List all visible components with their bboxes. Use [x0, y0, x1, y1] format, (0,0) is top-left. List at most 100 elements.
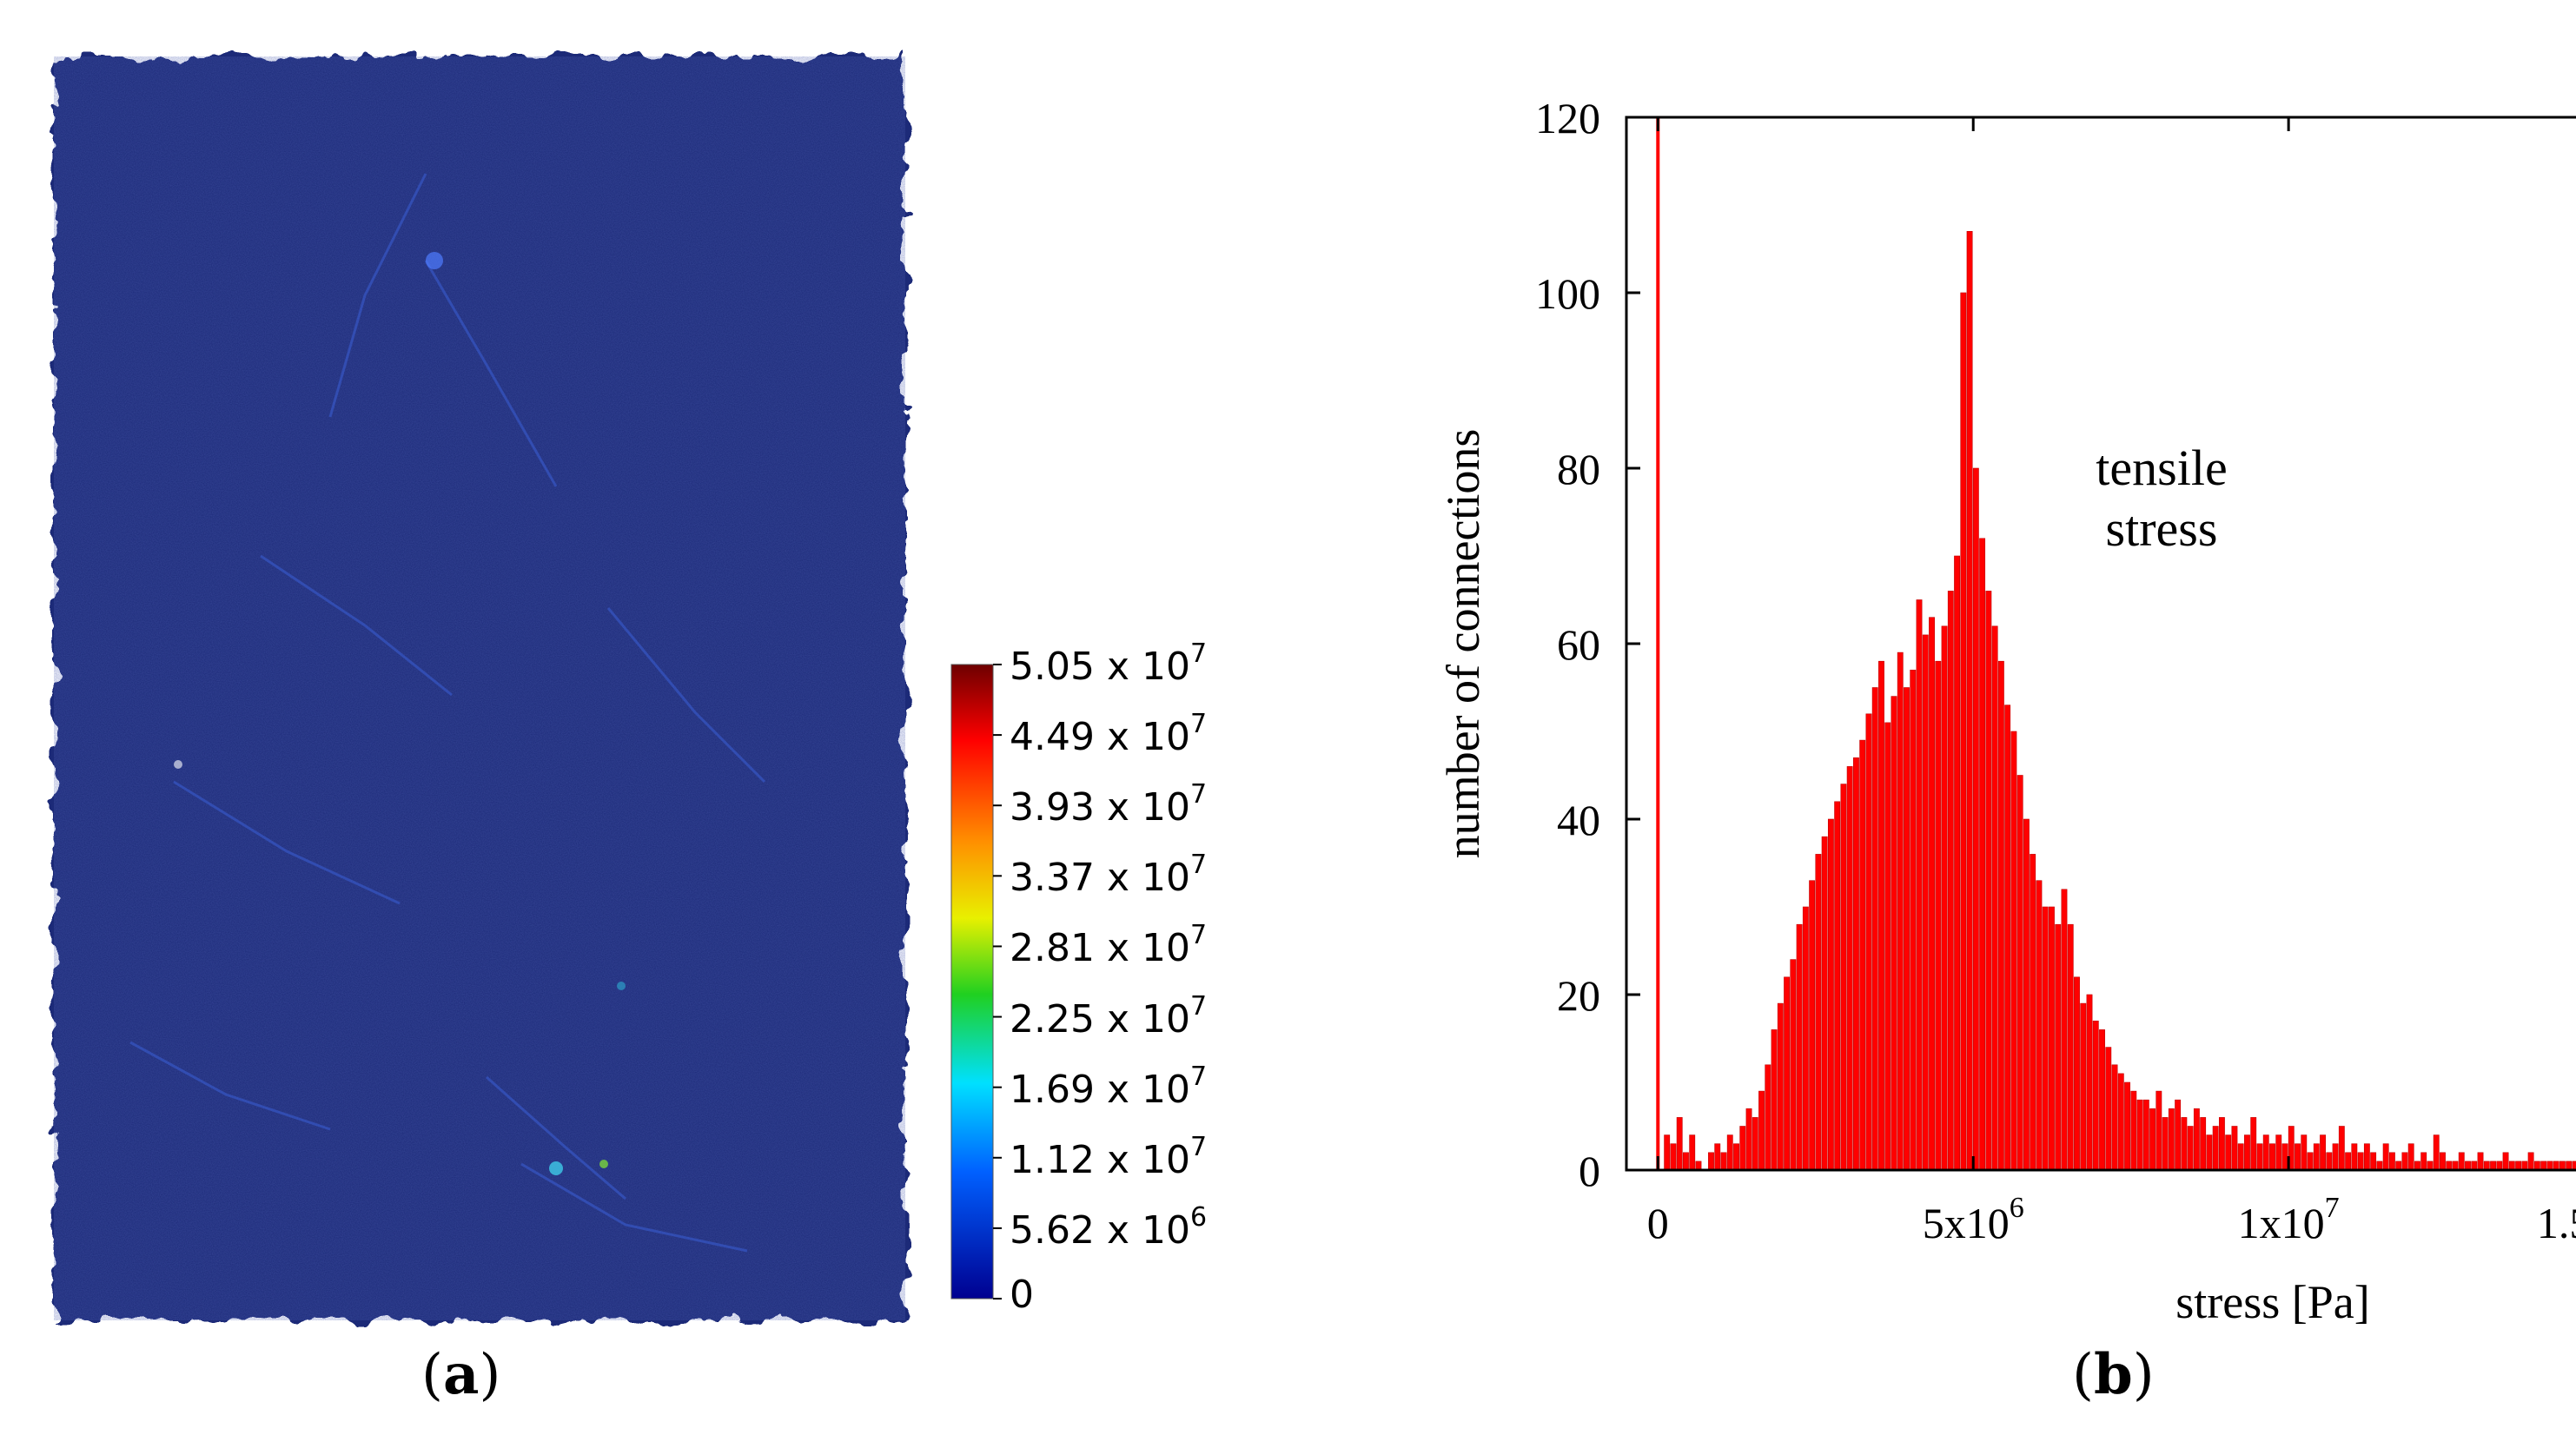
histogram-bar: [1859, 739, 1866, 1171]
network-body: [54, 56, 905, 1320]
histogram-bar: [2004, 704, 2011, 1171]
colorbar-label: 0: [1010, 1273, 1034, 1317]
histogram-bar: [2010, 731, 2017, 1171]
histogram-bar: [2496, 1161, 2503, 1171]
histogram-bar: [2483, 1161, 2490, 1171]
histogram-bar: [2105, 1047, 2112, 1171]
histogram-bar: [2363, 1143, 2370, 1171]
colorbar-label: 3.37 x 107: [1010, 850, 1208, 901]
histogram-bar: [2055, 923, 2062, 1171]
histogram-bar: [1865, 713, 1872, 1171]
plot-frame: [1625, 116, 2576, 1172]
histogram-bar: [1821, 836, 1828, 1171]
histogram-bar: [2446, 1161, 2453, 1171]
histogram-bar: [2407, 1143, 2414, 1171]
histogram-bar: [1840, 784, 1847, 1171]
histogram-bar: [2572, 1161, 2576, 1171]
histogram-bar: [2427, 1161, 2434, 1171]
histogram-bar: [2338, 1126, 2345, 1171]
histogram-bar: [2225, 1134, 2232, 1171]
x-axis-label: stress [Pa]: [2175, 1276, 2369, 1328]
histogram-bar: [2370, 1152, 2377, 1171]
histogram-bar: [2345, 1152, 2352, 1171]
histogram-bar: [1777, 1002, 1784, 1171]
colorbar-label: 5.05 x 107: [1010, 638, 1208, 689]
histogram-spike-bar: [1656, 117, 1660, 1170]
histogram-bar: [1871, 687, 1878, 1171]
histogram-bar: [2382, 1143, 2389, 1171]
histogram-bar: [2508, 1161, 2515, 1171]
histogram-bar: [1758, 1090, 1765, 1171]
histogram-bar: [2465, 1161, 2471, 1171]
histogram-bar: [1878, 660, 1884, 1171]
histogram-bar: [2092, 1021, 2099, 1171]
histogram-bar: [2175, 1099, 2182, 1171]
histogram-bar: [2162, 1117, 2169, 1171]
histogram-bar: [2559, 1161, 2566, 1171]
x-tick-label: 0: [1647, 1199, 1669, 1247]
histogram-bar: [2515, 1161, 2522, 1171]
histogram-bar: [2401, 1152, 2408, 1171]
histogram-bar: [2269, 1143, 2275, 1171]
histogram-bar: [2452, 1161, 2459, 1171]
histogram-bar: [2281, 1143, 2288, 1171]
histogram-bar: [2420, 1152, 2427, 1171]
histogram-bar: [1708, 1152, 1714, 1171]
colorbar-label: 2.81 x 107: [1010, 920, 1208, 971]
histogram-bar: [2490, 1161, 2496, 1171]
histogram-bar: [2200, 1117, 2207, 1171]
histogram-bar: [2440, 1152, 2446, 1171]
y-tick-label: 120: [1535, 94, 1600, 142]
histogram-bar: [2244, 1134, 2250, 1171]
histogram-bar: [2181, 1117, 2188, 1171]
histogram-bar: [1846, 766, 1853, 1171]
histogram-bar: [1745, 1108, 1752, 1171]
histogram-bar: [2395, 1161, 2402, 1171]
annotation-stress: stress: [2106, 500, 2218, 557]
colorbar-label: 5.62 x 106: [1010, 1201, 1208, 1253]
histogram-bar: [2168, 1108, 2175, 1171]
histogram-bar: [1904, 687, 1910, 1171]
histogram-bar: [1966, 230, 1973, 1171]
histogram-bar: [2155, 1090, 2162, 1171]
histogram-bar: [1910, 669, 1917, 1171]
histogram-bar: [2061, 889, 2068, 1171]
histogram-bar: [1884, 722, 1891, 1171]
histogram-bar: [2553, 1161, 2559, 1171]
histogram-bar: [1891, 696, 1897, 1171]
colorbar-label: 1.69 x 107: [1010, 1061, 1208, 1112]
histogram-bar: [1765, 1064, 1771, 1171]
histogram-bar: [2237, 1143, 2244, 1171]
x-tick-label: 5x106: [1923, 1192, 2024, 1247]
histogram-bar: [1720, 1152, 1727, 1171]
histogram-bar: [2099, 1029, 2105, 1171]
histogram-bar: [1834, 801, 1841, 1171]
histogram-bar: [1683, 1152, 1689, 1171]
x-tick-label: 1x107: [2238, 1192, 2340, 1247]
histogram-bar: [1796, 923, 1803, 1171]
histogram-bar: [2117, 1073, 2124, 1171]
histogram-bar: [1739, 1126, 1746, 1171]
histogram-bar: [2458, 1152, 2465, 1171]
histogram-bar: [2142, 1099, 2149, 1171]
histogram-bar: [1929, 617, 1935, 1171]
histogram-bar: [2212, 1126, 2219, 1171]
histogram-bar: [1689, 1134, 1696, 1171]
y-tick-label: 0: [1579, 1147, 1600, 1195]
histogram-bar: [2275, 1134, 2282, 1171]
annotation-tensile: tensile: [2096, 440, 2227, 496]
histogram-bar: [2111, 1064, 2118, 1171]
histogram-bar: [1972, 467, 1979, 1171]
histogram-bar: [1664, 1134, 1671, 1171]
histogram-bar: [2036, 880, 2043, 1171]
histogram-bar: [2502, 1152, 2509, 1171]
colorbar-label: 4.49 x 107: [1010, 709, 1208, 760]
histogram-bar: [1954, 555, 1961, 1171]
histogram-bar: [1714, 1143, 1721, 1171]
histogram-bar: [2262, 1134, 2269, 1171]
histogram-bar: [1790, 959, 1797, 1171]
colorbar-label: 3.93 x 107: [1010, 779, 1208, 830]
y-axis-label: number of connections: [1437, 429, 1489, 859]
histogram-bar: [2136, 1099, 2143, 1171]
